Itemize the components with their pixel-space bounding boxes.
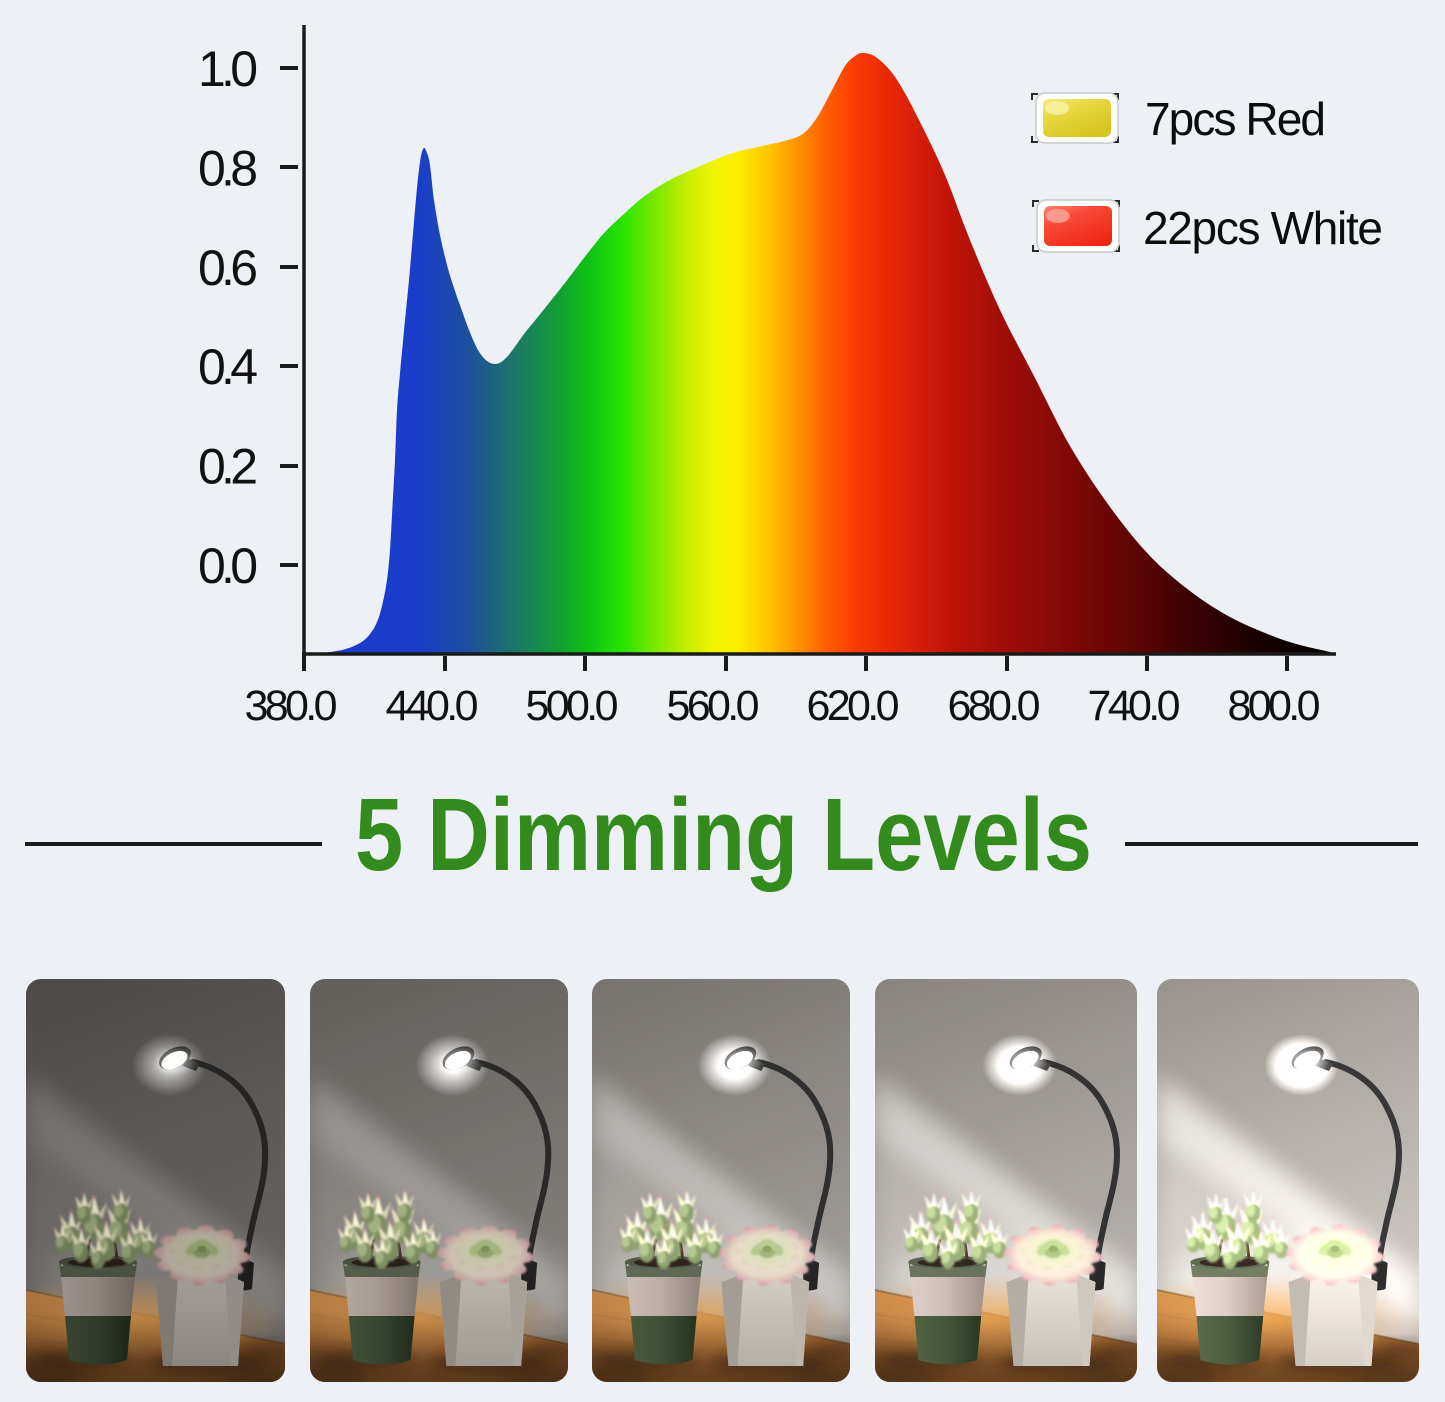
svg-text:680.0: 680.0 <box>948 682 1041 730</box>
svg-text:740.0: 740.0 <box>1088 682 1181 730</box>
svg-text:7pcs Red: 7pcs Red <box>1145 93 1326 145</box>
svg-text:5 Dimming Levels: 5 Dimming Levels <box>355 777 1092 892</box>
svg-text:22pcs White: 22pcs White <box>1143 202 1383 254</box>
svg-text:0.0: 0.0 <box>198 538 258 594</box>
svg-text:1.0: 1.0 <box>198 41 258 97</box>
svg-text:800.0: 800.0 <box>1228 682 1321 730</box>
svg-text:0.2: 0.2 <box>198 439 258 495</box>
svg-text:560.0: 560.0 <box>667 682 760 730</box>
svg-text:500.0: 500.0 <box>526 682 619 730</box>
svg-text:0.4: 0.4 <box>198 339 258 395</box>
svg-text:620.0: 620.0 <box>807 682 900 730</box>
svg-text:0.8: 0.8 <box>198 140 258 196</box>
svg-text:380.0: 380.0 <box>245 682 338 730</box>
svg-text:0.6: 0.6 <box>198 240 258 296</box>
svg-text:440.0: 440.0 <box>386 682 479 730</box>
